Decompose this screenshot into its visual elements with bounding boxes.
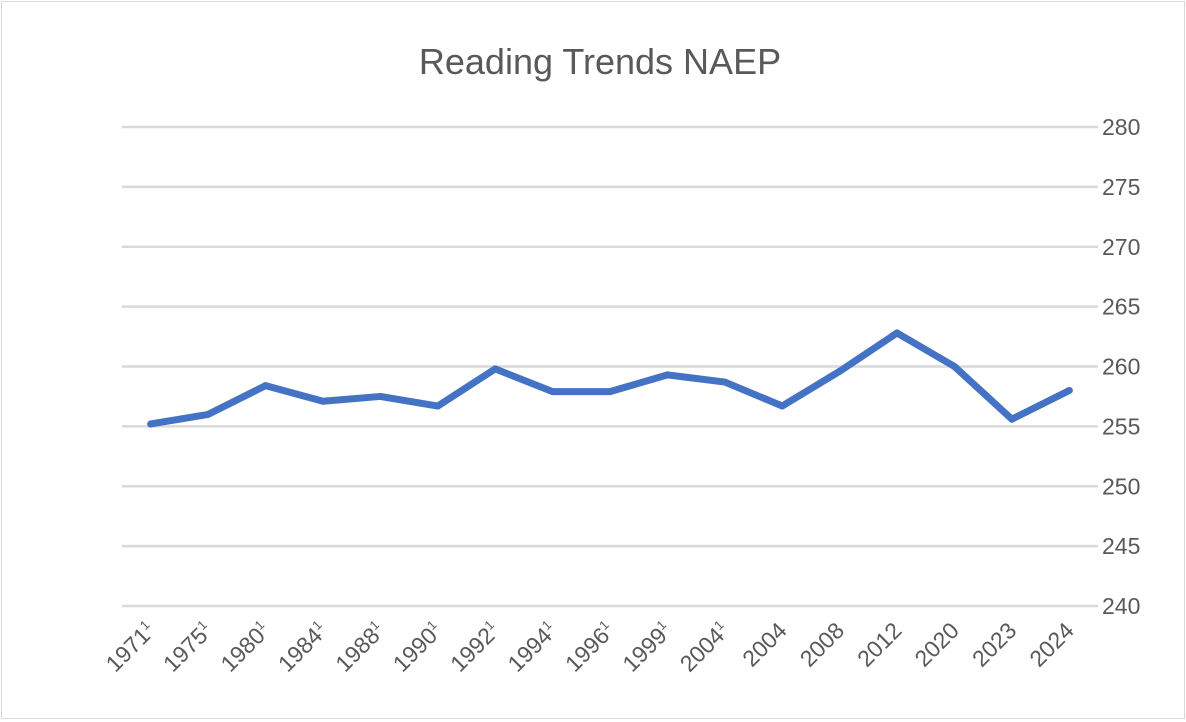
x-tick-footnote: 1	[424, 617, 440, 633]
x-tick-label: 19961	[560, 617, 620, 677]
data-point	[262, 382, 270, 390]
data-point	[663, 371, 671, 379]
data-point	[1065, 386, 1073, 394]
x-tick-footnote: 1	[194, 617, 210, 633]
y-tick-label: 265	[1102, 294, 1140, 320]
data-point	[836, 367, 844, 375]
series-layer	[147, 329, 1073, 428]
y-tick-label: 255	[1102, 413, 1140, 439]
x-tick-label: 2004	[737, 617, 792, 672]
x-tick-label: 19991	[617, 617, 677, 677]
y-tick-label: 240	[1102, 593, 1140, 619]
data-point	[549, 388, 557, 396]
chart-title: Reading Trends NAEP	[419, 41, 781, 82]
y-axis-ticks: 240 245 250 255 260 265 270 275 280	[1102, 114, 1140, 619]
data-point	[950, 363, 958, 370]
y-tick-label: 260	[1102, 354, 1140, 380]
data-point	[491, 365, 499, 373]
x-tick-footnote: 1	[653, 617, 669, 633]
x-tick-label: 19901	[388, 617, 448, 677]
x-tick-label: 2024	[1024, 617, 1079, 672]
x-tick-footnote: 1	[481, 617, 497, 633]
x-tick-label: 2008	[795, 617, 850, 672]
data-point	[204, 410, 212, 418]
y-tick-label: 275	[1102, 174, 1140, 200]
x-tick-label: 2012	[852, 617, 907, 672]
x-tick-label: 19751	[158, 617, 218, 677]
x-tick-footnote: 1	[252, 617, 268, 633]
y-tick-label: 250	[1102, 473, 1140, 499]
data-point	[778, 402, 786, 410]
x-tick-label: 19711	[101, 617, 161, 677]
y-tick-label: 280	[1102, 114, 1140, 140]
data-point	[606, 388, 614, 396]
data-point	[319, 397, 327, 405]
y-tick-label: 245	[1102, 533, 1140, 559]
x-tick-footnote: 1	[137, 617, 153, 633]
gridlines	[122, 125, 1098, 608]
x-tick-footnote: 1	[711, 617, 727, 633]
x-tick-label: 19801	[215, 617, 275, 677]
y-tick-label: 270	[1102, 234, 1140, 260]
x-tick-footnote: 1	[309, 617, 325, 633]
x-axis-ticks: 19711 19751 19801 19841 19881 19901 19921 19941…	[101, 617, 1079, 677]
x-tick-label: 20041	[675, 617, 735, 677]
x-tick-label: 2023	[967, 617, 1022, 672]
data-point	[893, 329, 901, 337]
x-tick-label: 19841	[273, 617, 333, 677]
data-point	[376, 392, 384, 400]
data-point	[434, 402, 442, 410]
x-tick-label: 19921	[445, 617, 505, 677]
x-tick-label: 19881	[330, 617, 390, 677]
data-point	[721, 378, 729, 386]
series-line-0	[147, 329, 1073, 428]
x-tick-footnote: 1	[366, 617, 382, 633]
x-tick-label: 2020	[909, 617, 964, 672]
x-tick-footnote: 1	[596, 617, 612, 633]
x-tick-label: 19941	[502, 617, 562, 677]
x-tick-footnote: 1	[539, 617, 555, 633]
data-point	[147, 420, 155, 428]
data-point	[1008, 415, 1016, 423]
